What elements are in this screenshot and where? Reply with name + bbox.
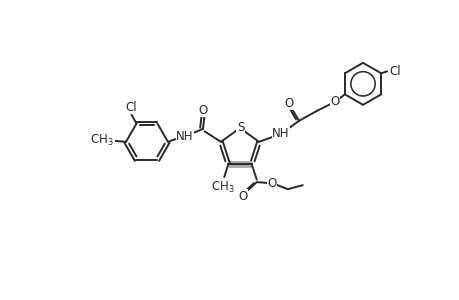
Text: O: O (330, 95, 339, 108)
Text: Cl: Cl (125, 100, 136, 114)
Text: CH$_3$: CH$_3$ (211, 180, 235, 195)
Text: NH: NH (176, 130, 193, 143)
Text: NH: NH (272, 127, 289, 140)
Text: CH$_3$: CH$_3$ (90, 133, 114, 148)
Text: O: O (238, 190, 247, 203)
Text: Cl: Cl (389, 65, 400, 78)
Text: O: O (267, 177, 276, 190)
Text: O: O (284, 97, 293, 110)
Text: S: S (236, 121, 244, 134)
Text: O: O (198, 104, 207, 117)
